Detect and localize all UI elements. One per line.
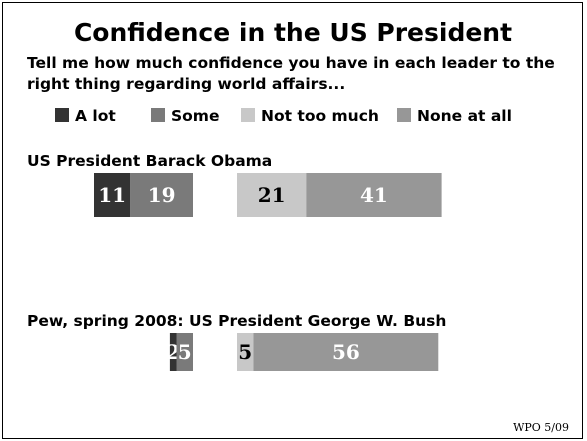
row-label-2: Pew, spring 2008: US President George W.… [27,312,446,330]
source-note: WPO 5/09 [513,421,569,434]
bar-1-none-at-all [306,173,442,217]
bar-label-2-some: 5 [178,340,192,364]
chart-subtitle-line-2: right thing regarding world affairs... [27,75,345,93]
legend-swatch-not-too-much [241,108,255,122]
bar-label-1-none-at-all: 41 [360,183,388,207]
legend-swatch-a-lot [55,108,69,122]
legend-label-a-lot: A lot [75,107,116,125]
bar-label-2-none-at-all: 56 [332,340,360,364]
chart: Confidence in the US President Tell me h… [27,18,569,434]
legend-swatch-none-at-all [397,108,411,122]
bar-rows: US President Barack Obama 11 19 21 41 Pew, sp… [27,152,446,371]
bar-1-a-lot [94,173,131,217]
bar-2-some [176,333,193,371]
legend-swatch-some [151,108,165,122]
bar-label-2-not-too-much: 5 [238,340,252,364]
bar-2-a-lot [169,333,177,371]
bar-label-1-a-lot: 11 [98,183,126,207]
bar-1-some [130,173,193,217]
bar-2-not-too-much [237,333,254,371]
chart-subtitle-line-1: Tell me how much confidence you have in … [27,54,555,72]
bar-label-1-not-too-much: 21 [258,183,286,207]
row-label-1: US President Barack Obama [27,152,272,170]
legend-label-not-too-much: Not too much [261,107,379,125]
legend-label-none-at-all: None at all [417,107,512,125]
bar-1-not-too-much [237,173,307,217]
legend-label-some: Some [171,107,219,125]
chart-title: Confidence in the US President [74,18,512,47]
bar-2-none-at-all [253,333,439,371]
bar-label-1-some: 19 [148,183,176,207]
legend: A lot Some Not too much None at all [55,107,512,125]
